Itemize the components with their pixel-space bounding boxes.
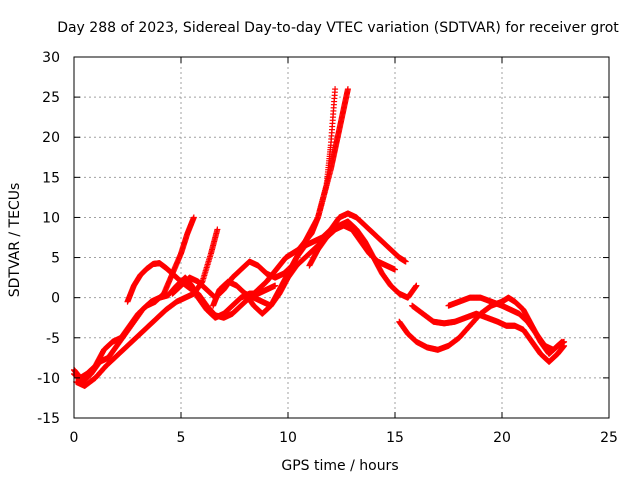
y-tick-label: 20 bbox=[42, 130, 60, 146]
y-tick-label: -10 bbox=[37, 371, 60, 387]
data-point bbox=[332, 86, 339, 93]
x-tick-label: 0 bbox=[70, 430, 79, 446]
y-axis-title: SDTVAR / TECUs bbox=[7, 183, 23, 298]
series-trace-8 bbox=[306, 222, 398, 273]
y-tick-label: 5 bbox=[51, 251, 60, 267]
grid-layer bbox=[74, 57, 609, 418]
y-tick-label: -15 bbox=[37, 411, 60, 427]
series-trace-2 bbox=[71, 214, 197, 381]
x-tick-label: 15 bbox=[386, 430, 404, 446]
data-point bbox=[272, 282, 279, 289]
x-tick-label: 10 bbox=[279, 430, 297, 446]
label-layer: 0 5 10 15 20 25 -15 -10 -5 0 5 10 15 20 25 30 bbox=[37, 50, 618, 446]
series-trace-9 bbox=[396, 294, 568, 357]
series-trace-5 bbox=[169, 86, 339, 301]
series-trace-10 bbox=[409, 302, 568, 365]
y-tick-label: 30 bbox=[42, 50, 60, 66]
y-tick-label: 10 bbox=[42, 210, 60, 226]
y-tick-label: 25 bbox=[42, 90, 60, 106]
series-trace-3 bbox=[73, 226, 221, 389]
x-tick-label: 25 bbox=[600, 430, 618, 446]
y-tick-label: -5 bbox=[46, 331, 60, 347]
x-tick-label: 5 bbox=[177, 430, 186, 446]
chart-title: Day 288 of 2023, Sidereal Day-to-day VTE… bbox=[57, 20, 619, 36]
x-axis-title: GPS time / hours bbox=[281, 458, 398, 474]
y-tick-label: 0 bbox=[51, 291, 60, 307]
data-point bbox=[190, 214, 197, 221]
x-tick-label: 20 bbox=[493, 430, 511, 446]
data-layer bbox=[71, 86, 568, 389]
y-tick-label: 15 bbox=[42, 170, 60, 186]
